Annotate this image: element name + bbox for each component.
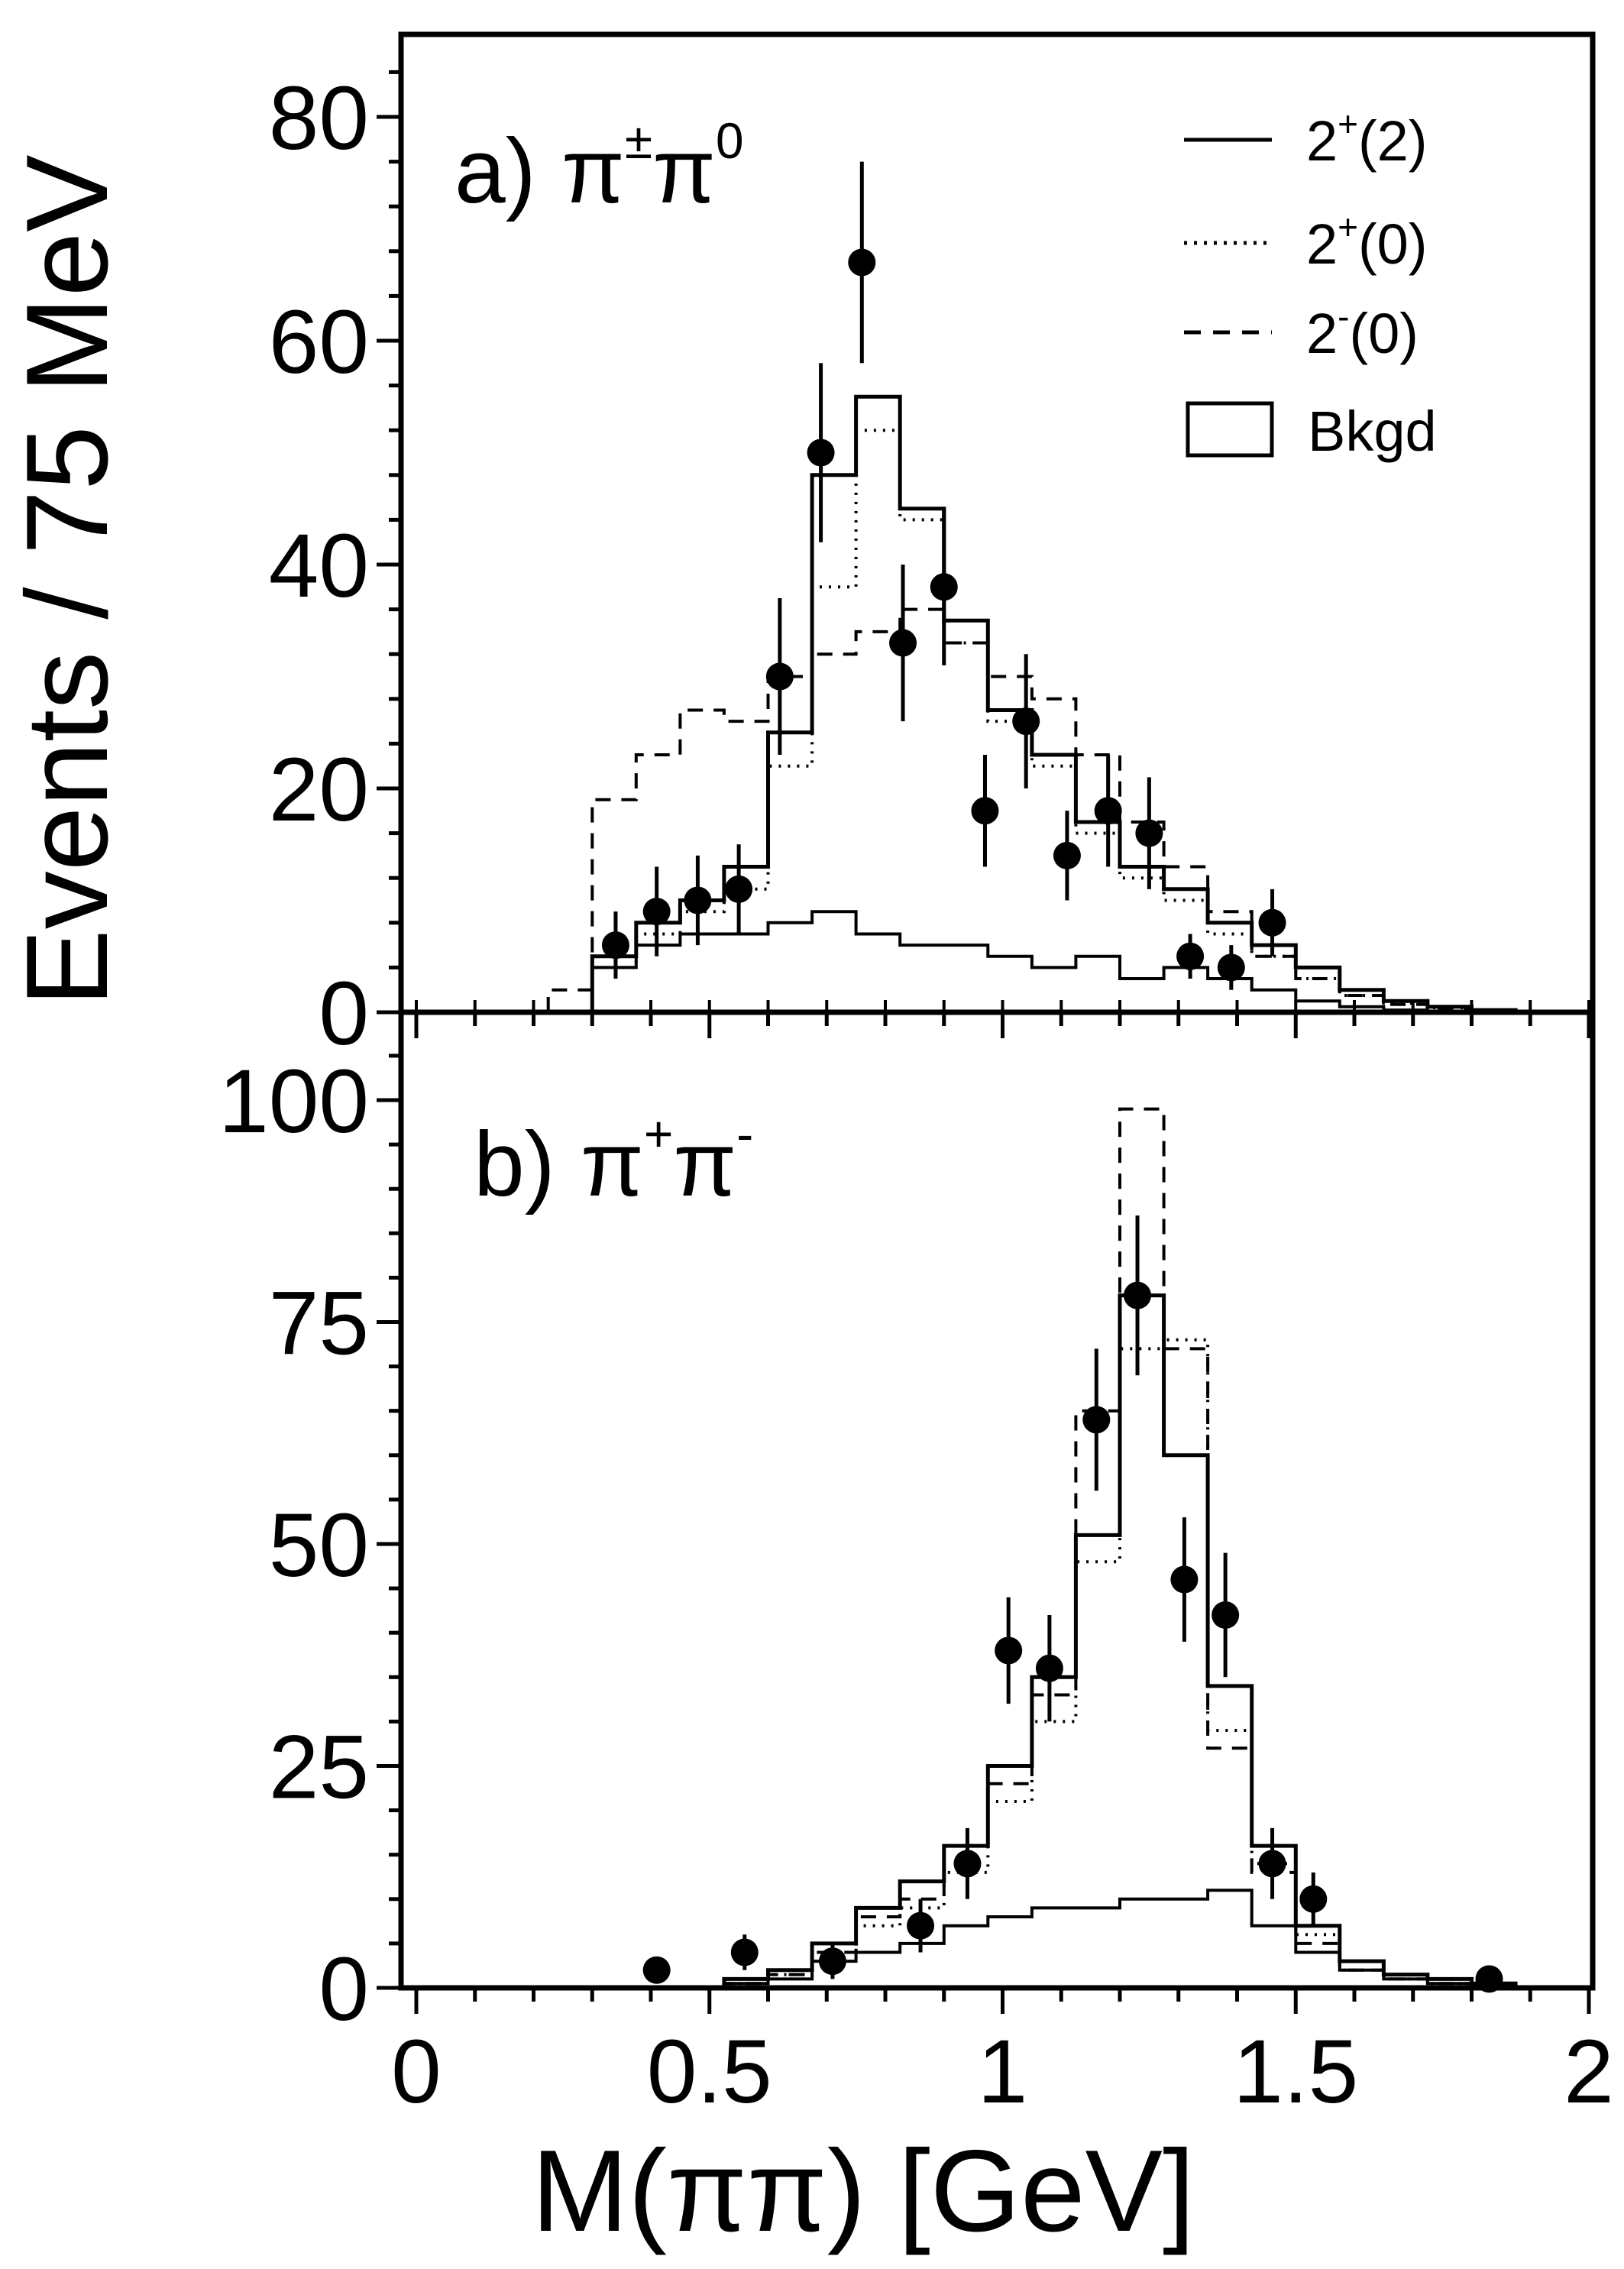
legend-box-bkgd — [1186, 401, 1274, 458]
data-point — [1012, 707, 1040, 736]
histogram-solid-thin — [722, 1889, 1518, 1988]
data-point — [971, 797, 999, 825]
x-tick-label: 1 — [978, 2021, 1028, 2122]
data-point — [1170, 1565, 1199, 1594]
data-point — [953, 1850, 982, 1878]
data-point — [1035, 1654, 1063, 1682]
y-tick-label: 100 — [218, 1051, 369, 1152]
data-point — [1212, 1601, 1240, 1629]
data-point — [818, 1947, 846, 1976]
data-point — [848, 248, 876, 277]
data-point — [1135, 819, 1163, 847]
x-tick-label: 0 — [391, 2021, 442, 2122]
data-point — [730, 1938, 759, 1966]
histogram-dashed — [722, 1107, 1518, 1988]
data-point — [684, 886, 712, 914]
data-point — [1124, 1281, 1152, 1309]
data-point — [995, 1636, 1023, 1665]
y-tick-label: 0 — [319, 963, 369, 1064]
legend-label-2: 2+(0) — [1306, 207, 1427, 276]
data-point — [1299, 1885, 1328, 1913]
x-axis-title: M(ππ) [GeV] — [532, 2126, 1195, 2256]
data-point — [1082, 1406, 1111, 1434]
data-point — [1094, 797, 1122, 825]
legend-label-1: 2+(2) — [1306, 104, 1427, 173]
data-point — [1475, 1965, 1503, 1993]
legend-label-4: Bkgd — [1308, 400, 1437, 463]
data-point — [1176, 942, 1205, 970]
data-point — [1217, 953, 1245, 982]
histogram-solid-thin — [548, 910, 1516, 1014]
y-axis-title: Events / 75 MeV — [2, 154, 132, 1006]
x-tick-label: 2 — [1564, 2021, 1614, 2122]
data-point — [807, 439, 835, 467]
x-tick-label: 0.5 — [647, 2021, 772, 2122]
data-point — [642, 898, 671, 926]
panel-a-label: a) π±π0 — [455, 112, 744, 222]
legend-label-3: 2-(0) — [1306, 296, 1419, 365]
data-point — [907, 1911, 935, 1940]
y-tick-label: 60 — [269, 292, 369, 393]
y-tick-label: 75 — [269, 1274, 369, 1374]
panel-b-label: b) π+π- — [474, 1105, 753, 1215]
data-point — [1053, 841, 1081, 869]
x-tick-label: 1.5 — [1233, 2021, 1358, 2122]
y-tick-label: 0 — [319, 1939, 369, 2040]
data-point — [1258, 908, 1286, 937]
data-point — [765, 662, 794, 691]
data-point — [642, 1956, 671, 1984]
histogram-dashed — [546, 607, 1518, 1013]
legend: 2+(2) 2+(0) 2-(0) Bkgd — [1184, 104, 1437, 463]
data-point — [930, 573, 958, 601]
panel-a: 0 20 40 60 80 — [269, 31, 1596, 1064]
data-point — [601, 931, 629, 960]
y-tick-label: 25 — [269, 1717, 369, 1818]
panel-b: 0 25 50 75 100 0 0.5 1 1.5 2 — [218, 1009, 1614, 2122]
y-tick-label: 80 — [269, 68, 369, 169]
data-point — [889, 629, 917, 657]
y-tick-label: 20 — [269, 740, 369, 840]
data-point — [725, 875, 753, 903]
y-tick-label: 40 — [269, 516, 369, 617]
data-point — [1258, 1850, 1286, 1878]
y-tick-label: 50 — [269, 1495, 369, 1596]
histogram-solid — [548, 394, 1518, 1015]
